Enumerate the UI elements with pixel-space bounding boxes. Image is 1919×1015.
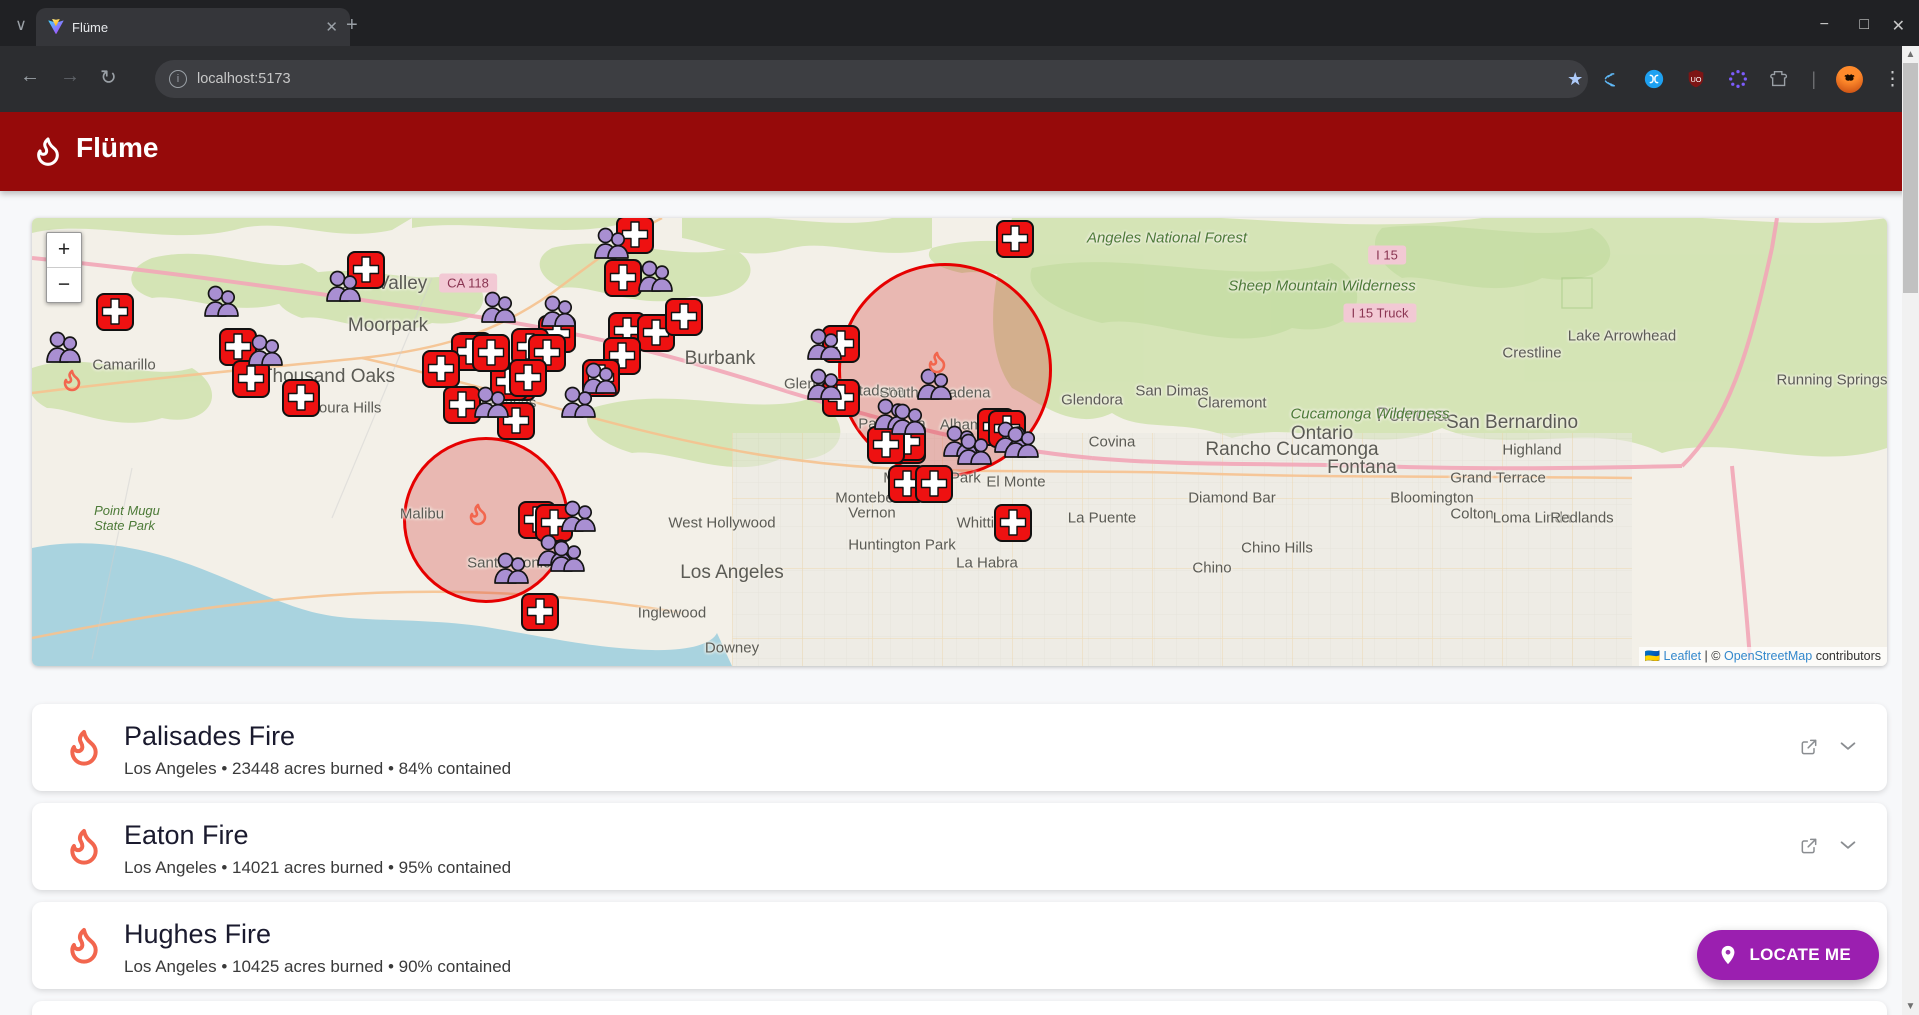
svg-text:UO: UO [1691, 75, 1702, 84]
